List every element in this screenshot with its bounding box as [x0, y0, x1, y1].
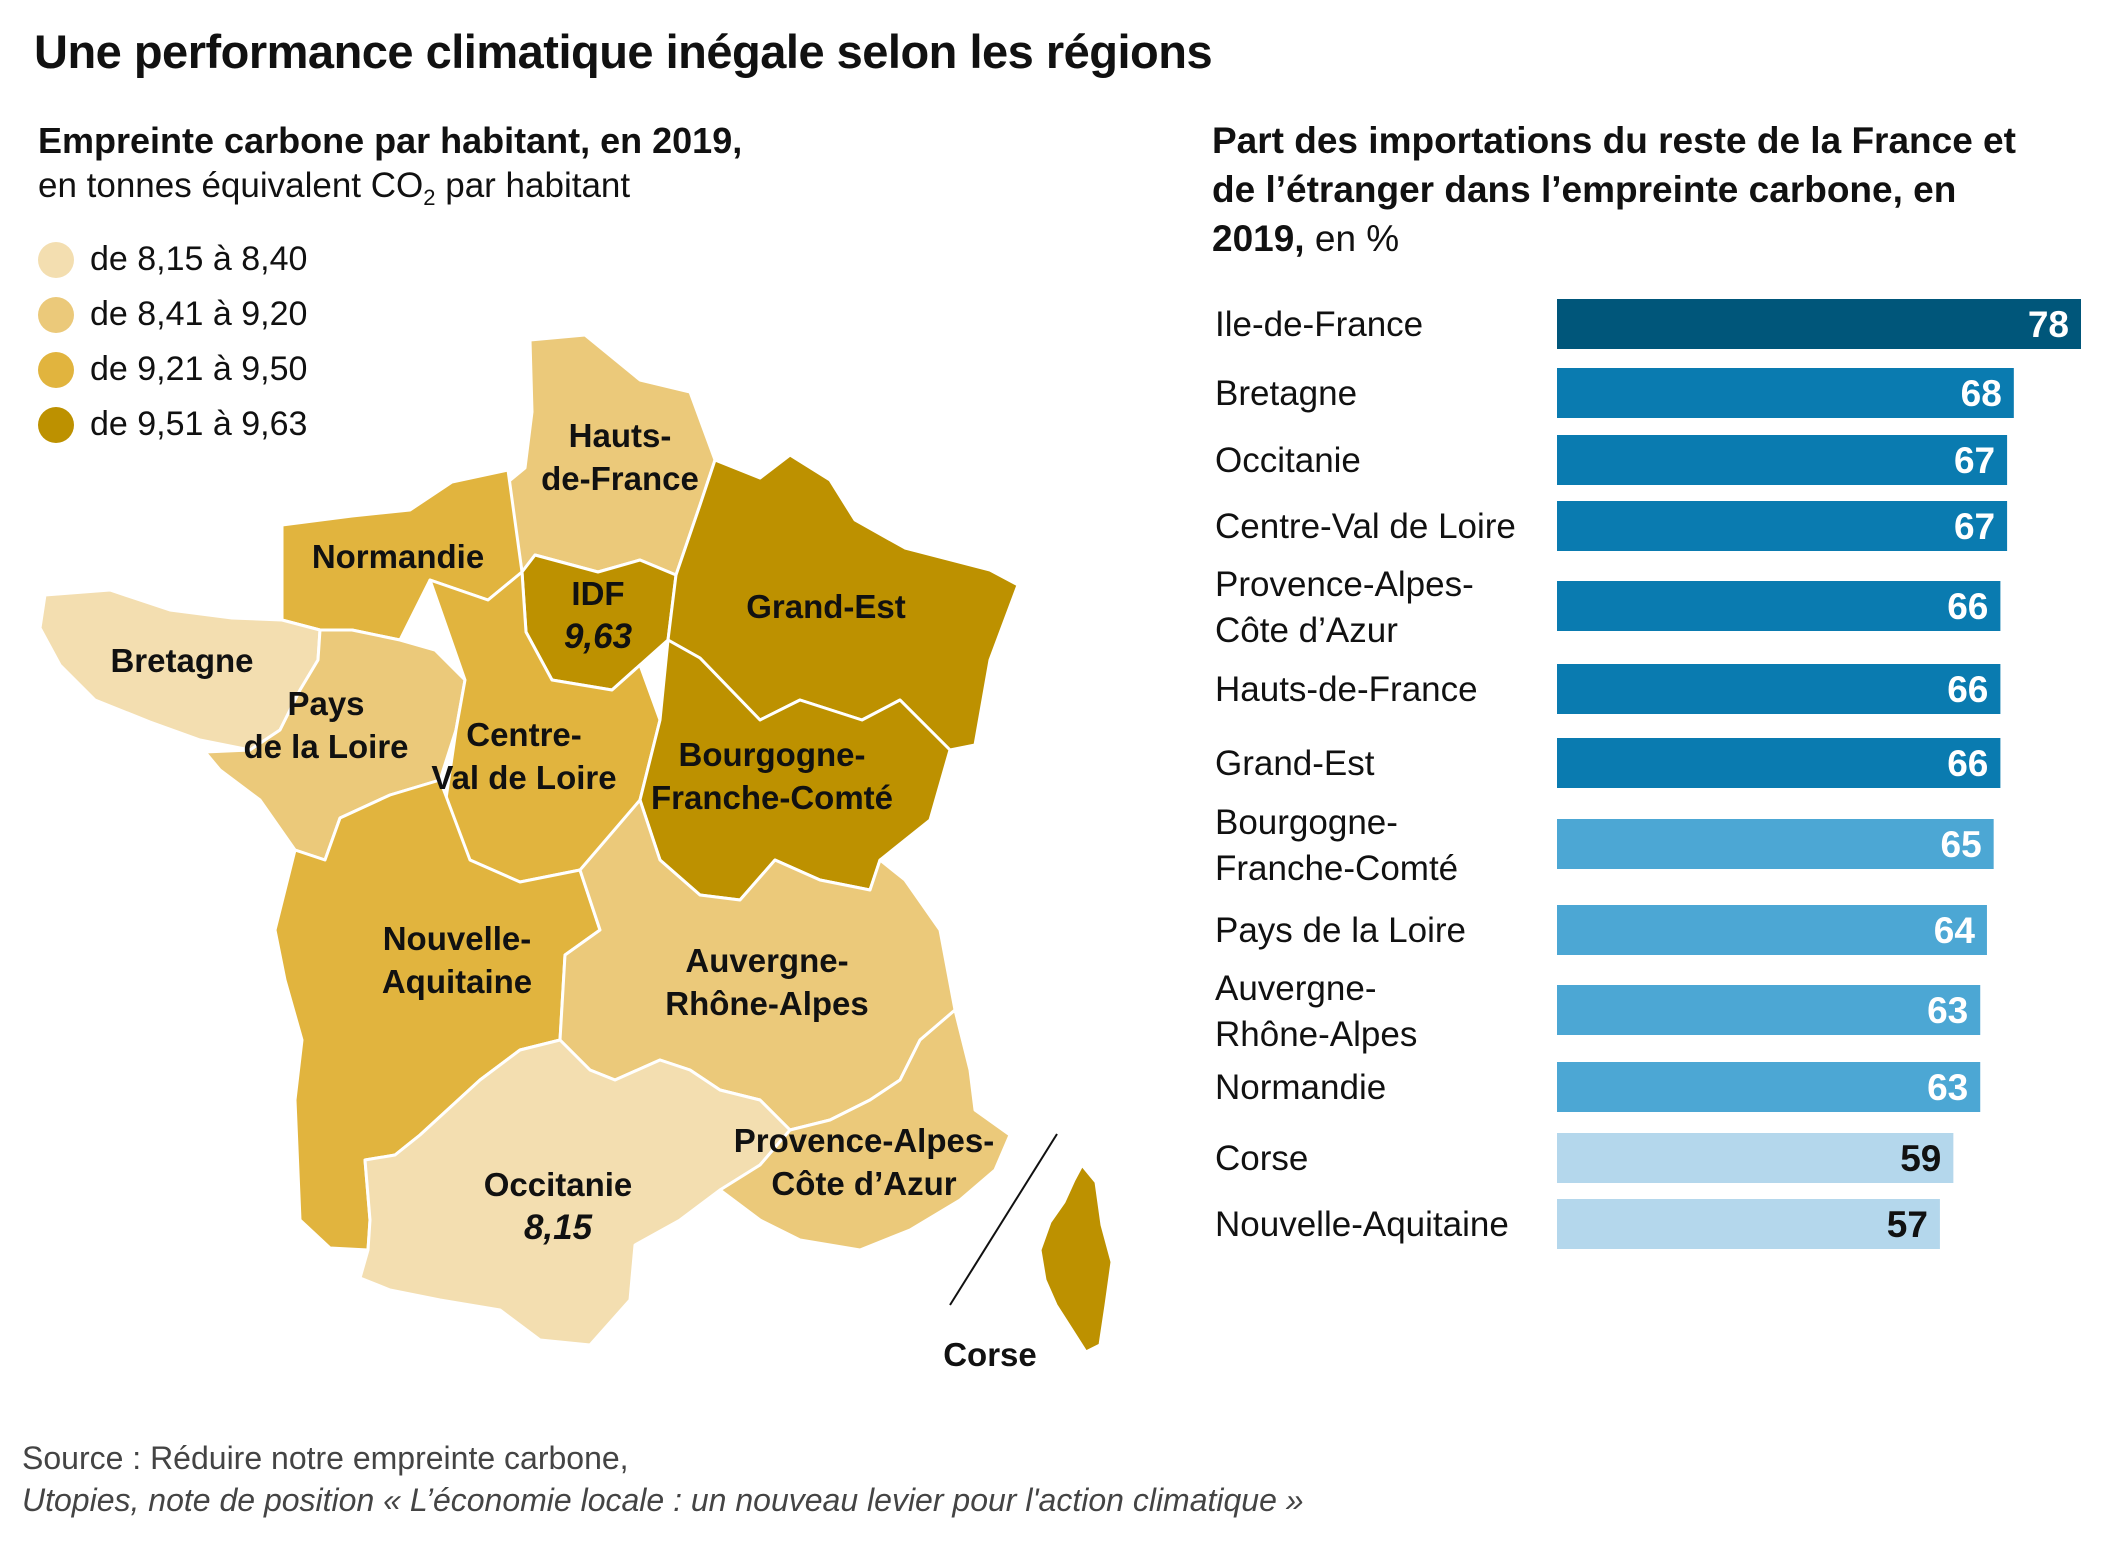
bar-category-label: Nouvelle-Aquitaine: [1215, 1205, 1509, 1244]
bar-value-label: 67: [1954, 506, 1995, 547]
legend-item: de 8,15 à 8,40: [38, 232, 307, 287]
region-label-nouvelle-aquitaine: Nouvelle-: [383, 920, 532, 957]
bar-value-label: 66: [1947, 586, 1988, 627]
region-label-paca: Provence-Alpes-: [734, 1122, 994, 1159]
legend-swatch: [38, 241, 74, 278]
bar-value-label: 57: [1887, 1204, 1928, 1245]
region-label-nouvelle-aquitaine: Aquitaine: [382, 963, 532, 1000]
bar-category-label: Bourgogne-: [1215, 803, 1398, 842]
bar: [1557, 1133, 1954, 1183]
region-label-occitanie: Occitanie: [484, 1166, 633, 1203]
region-label-bretagne: Bretagne: [110, 642, 253, 679]
bar-category-label: Hauts-de-France: [1215, 670, 1478, 709]
source-line: Source : Réduire notre empreinte carbone…: [22, 1440, 629, 1476]
region-label-bourgogne-franche-comte: Bourgogne-: [679, 736, 866, 773]
main-title: Une performance climatique inégale selon…: [34, 25, 1213, 78]
region-occitanie: [358, 1038, 792, 1347]
region-label-grand-est: Grand-Est: [746, 588, 906, 625]
bar-category-label: Provence-Alpes-: [1215, 565, 1474, 604]
region-label-centre-val-de-loire: Centre-: [466, 716, 582, 753]
bar-category-label: Corse: [1215, 1139, 1308, 1178]
region-label-pays-de-la-loire: Pays: [287, 685, 364, 722]
bar-category-label: Normandie: [1215, 1068, 1386, 1107]
region-label-auvergne-rhone-alpes: Rhône-Alpes: [665, 985, 869, 1022]
bar: [1557, 905, 1987, 955]
bar: [1557, 581, 2001, 631]
map-subtitle: Empreinte carbone par habitant, en 2019,: [38, 120, 743, 161]
bar-value-label: 63: [1927, 1067, 1968, 1108]
bar: [1557, 985, 1981, 1035]
legend-label: de 8,41 à 9,20: [90, 295, 308, 333]
legend-swatch: [38, 296, 74, 333]
bar: [1557, 738, 2001, 788]
bar-value-label: 64: [1934, 910, 1976, 951]
region-label-centre-val-de-loire: Val de Loire: [431, 759, 616, 796]
legend-label: de 9,21 à 9,50: [90, 350, 308, 388]
legend-item: de 8,41 à 9,20: [38, 287, 307, 342]
bar-value-label: 66: [1947, 669, 1988, 710]
bar-value-label: 67: [1954, 440, 1995, 481]
bar-value-label: 68: [1961, 373, 2002, 414]
legend-label: de 9,51 à 9,63: [90, 405, 308, 443]
bar: [1557, 819, 1994, 869]
bar-category-label: Occitanie: [1215, 441, 1361, 480]
import-share-bar-chart: 78 Ile-de-France 68 Bretagne 67 Occitanie 67 Ce…: [1215, 299, 2081, 1249]
bar: [1557, 368, 2014, 418]
bar: [1557, 664, 2001, 714]
bar-category-label: Pays de la Loire: [1215, 911, 1466, 950]
bar-category-label: Côte d’Azur: [1215, 611, 1398, 650]
bar: [1557, 435, 2008, 485]
bar-value-label: 65: [1941, 824, 1982, 865]
region-value-occitanie: 8,15: [524, 1208, 593, 1247]
bar-value-label: 63: [1927, 990, 1968, 1031]
region-label-paca: Côte d’Azur: [771, 1165, 956, 1202]
region-label-hauts-de-france: de-France: [541, 460, 699, 497]
region-label-normandie: Normandie: [312, 538, 484, 575]
bar-category-label: Centre-Val de Loire: [1215, 507, 1516, 546]
map-unit: en tonnes équivalent CO2 par habitant: [38, 166, 631, 210]
bar-category-label: Rhône-Alpes: [1215, 1015, 1417, 1054]
bar: [1557, 299, 2081, 349]
bar: [1557, 1199, 1940, 1249]
bar-chart-title: Part des importations du reste de la Fra…: [1212, 120, 2016, 259]
region-corse: [1038, 1163, 1114, 1354]
region-label-idf: IDF: [571, 575, 624, 612]
region-label-hauts-de-france: Hauts-: [569, 417, 672, 454]
bar-category-label: Auvergne-: [1215, 969, 1376, 1008]
legend-item: de 9,51 à 9,63: [38, 397, 307, 452]
bar-category-label: Grand-Est: [1215, 744, 1375, 783]
region-label-bourgogne-franche-comte: Franche-Comté: [651, 779, 893, 816]
bar-category-label: Franche-Comté: [1215, 849, 1458, 888]
bar: [1557, 501, 2008, 551]
region-label-corse: Corse: [943, 1336, 1037, 1373]
legend-item: de 9,21 à 9,50: [38, 342, 307, 397]
source-reference: Utopies, note de position « L’économie l…: [22, 1482, 1304, 1518]
legend-label: de 8,15 à 8,40: [90, 240, 308, 278]
bar-category-label: Ile-de-France: [1215, 305, 1423, 344]
region-paca: [718, 1008, 1012, 1252]
map-legend: de 8,15 à 8,40 de 8,41 à 9,20 de 9,21 à 9,…: [38, 232, 307, 452]
bar: [1557, 1062, 1981, 1112]
corse-inset-divider: [949, 1133, 1058, 1306]
legend-swatch: [38, 351, 74, 388]
bar-value-label: 59: [1900, 1138, 1941, 1179]
region-label-pays-de-la-loire: de la Loire: [243, 728, 408, 765]
bar-value-label: 66: [1947, 743, 1988, 784]
region-value-idf: 9,63: [564, 617, 633, 656]
bar-value-label: 78: [2028, 304, 2069, 345]
bar-category-label: Bretagne: [1215, 374, 1357, 413]
legend-swatch: [38, 406, 74, 443]
france-region-map: Hauts-de-France Normandie IDF 9,63 Grand-Est…: [38, 333, 1114, 1373]
region-label-auvergne-rhone-alpes: Auvergne-: [685, 942, 848, 979]
